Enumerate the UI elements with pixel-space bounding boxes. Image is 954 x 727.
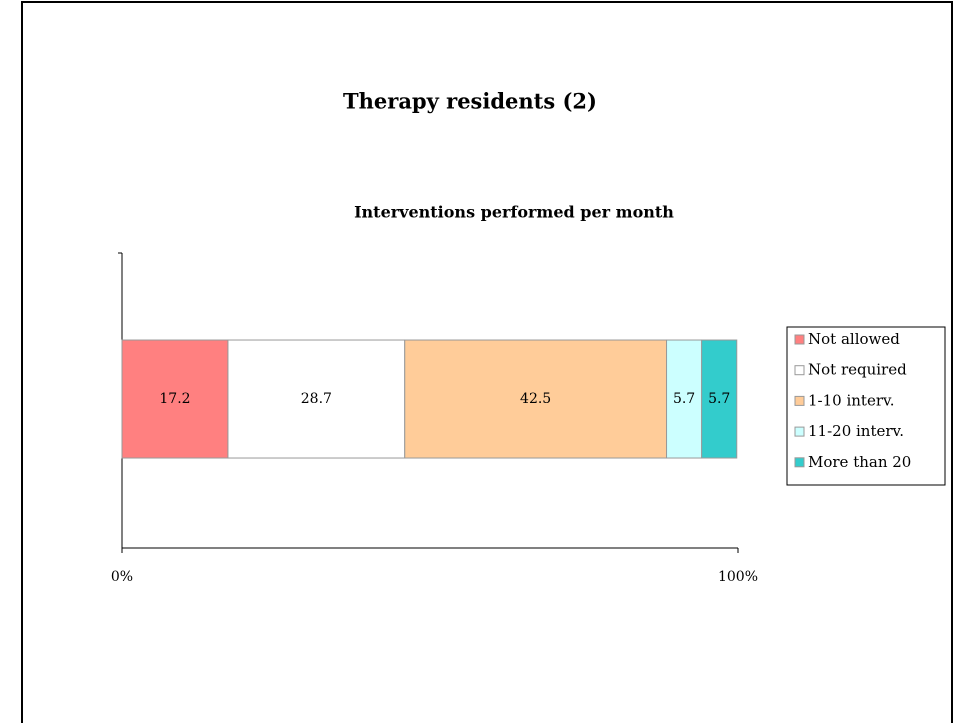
legend-swatch xyxy=(794,334,805,345)
x-tick-label: 100% xyxy=(718,569,758,585)
bar-segment xyxy=(701,339,738,459)
data-label: 17.2 xyxy=(159,391,190,407)
bar-segment xyxy=(227,339,406,459)
data-label: 28.7 xyxy=(301,391,332,407)
bar-segment xyxy=(404,339,668,459)
legend-label: 1-10 interv. xyxy=(808,391,894,409)
legend-swatch xyxy=(794,426,805,437)
legend-label: 11-20 interv. xyxy=(808,422,904,440)
legend-swatch xyxy=(794,457,805,468)
legend-label: Not required xyxy=(808,361,907,379)
legend-swatch xyxy=(794,365,805,376)
slide-title: Therapy residents (2) xyxy=(343,89,597,114)
legend-box xyxy=(786,326,946,486)
chart-title: Interventions performed per month xyxy=(354,203,674,222)
data-label: 42.5 xyxy=(520,391,551,407)
x-tick-label: 0% xyxy=(111,569,133,585)
data-label: 5.7 xyxy=(708,391,730,407)
bar-segment xyxy=(666,339,703,459)
legend-label: More than 20 xyxy=(808,453,911,471)
legend-label: Not allowed xyxy=(808,330,900,348)
slide-frame xyxy=(21,1,953,723)
legend-swatch xyxy=(794,395,805,406)
data-label: 5.7 xyxy=(673,391,695,407)
